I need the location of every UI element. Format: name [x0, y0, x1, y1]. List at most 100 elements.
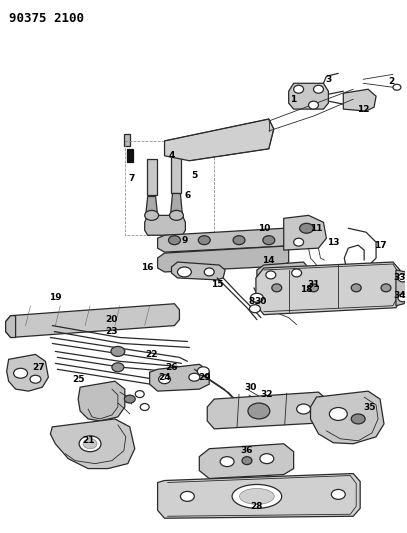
Text: 5: 5 — [191, 171, 197, 180]
Ellipse shape — [250, 293, 263, 302]
Text: 2: 2 — [388, 77, 394, 86]
Text: 25: 25 — [72, 375, 84, 384]
Text: 35: 35 — [364, 402, 376, 411]
Ellipse shape — [297, 404, 311, 414]
Text: 6: 6 — [184, 191, 190, 200]
Text: 19: 19 — [49, 293, 61, 302]
Ellipse shape — [144, 211, 159, 220]
Polygon shape — [207, 392, 326, 429]
Text: 34: 34 — [394, 292, 406, 300]
Polygon shape — [78, 381, 125, 421]
Text: 29: 29 — [198, 373, 210, 382]
Polygon shape — [147, 159, 157, 196]
Ellipse shape — [197, 367, 209, 376]
Text: 10: 10 — [258, 224, 270, 233]
Polygon shape — [158, 228, 289, 252]
Ellipse shape — [79, 436, 101, 451]
Text: 24: 24 — [158, 373, 171, 382]
Text: 13: 13 — [327, 238, 339, 247]
Text: 8: 8 — [249, 297, 255, 306]
Ellipse shape — [300, 223, 313, 233]
Ellipse shape — [159, 375, 171, 384]
Polygon shape — [6, 316, 15, 337]
Ellipse shape — [124, 395, 135, 403]
Polygon shape — [171, 151, 182, 192]
Text: 16: 16 — [141, 263, 154, 272]
Polygon shape — [144, 215, 186, 235]
Polygon shape — [311, 391, 384, 444]
Ellipse shape — [309, 101, 318, 109]
Ellipse shape — [198, 236, 210, 245]
Ellipse shape — [313, 85, 324, 93]
Text: 3: 3 — [325, 75, 332, 84]
Text: 15: 15 — [211, 280, 223, 289]
Ellipse shape — [204, 268, 214, 276]
Text: 7: 7 — [129, 174, 135, 183]
Polygon shape — [199, 444, 293, 479]
Ellipse shape — [266, 271, 276, 279]
Text: 31: 31 — [307, 280, 320, 289]
Text: 26: 26 — [165, 363, 178, 372]
Text: 1: 1 — [291, 95, 297, 104]
Text: 20: 20 — [106, 315, 118, 324]
Polygon shape — [146, 197, 158, 215]
Ellipse shape — [351, 284, 361, 292]
Ellipse shape — [13, 368, 28, 378]
Polygon shape — [284, 215, 326, 250]
Polygon shape — [6, 304, 179, 337]
Ellipse shape — [263, 236, 275, 245]
Ellipse shape — [393, 84, 401, 90]
Text: 21: 21 — [82, 437, 94, 445]
Ellipse shape — [233, 236, 245, 245]
Text: 4: 4 — [168, 151, 175, 160]
Ellipse shape — [232, 484, 282, 508]
Ellipse shape — [220, 457, 234, 466]
Ellipse shape — [135, 391, 144, 398]
Text: 33: 33 — [394, 273, 406, 282]
Polygon shape — [124, 134, 130, 146]
Text: 22: 22 — [145, 350, 158, 359]
Text: 12: 12 — [357, 104, 370, 114]
Ellipse shape — [293, 85, 304, 93]
Polygon shape — [7, 354, 48, 391]
Text: 18: 18 — [300, 285, 313, 294]
Text: 90375 2100: 90375 2100 — [9, 12, 84, 25]
Text: 30: 30 — [255, 297, 267, 306]
Ellipse shape — [309, 284, 318, 292]
Polygon shape — [150, 365, 209, 391]
Polygon shape — [158, 473, 360, 518]
Ellipse shape — [189, 373, 200, 381]
Polygon shape — [171, 193, 182, 215]
Ellipse shape — [272, 284, 282, 292]
Polygon shape — [289, 83, 328, 109]
Ellipse shape — [180, 491, 194, 502]
Text: 28: 28 — [251, 502, 263, 511]
Polygon shape — [158, 246, 289, 272]
Ellipse shape — [177, 267, 191, 277]
Polygon shape — [257, 262, 309, 287]
Text: 32: 32 — [260, 390, 273, 399]
Polygon shape — [164, 119, 274, 161]
Ellipse shape — [169, 211, 184, 220]
Ellipse shape — [140, 403, 149, 410]
Ellipse shape — [240, 488, 274, 504]
Text: 11: 11 — [310, 224, 323, 233]
Text: 14: 14 — [263, 255, 275, 264]
Ellipse shape — [293, 238, 304, 246]
Polygon shape — [171, 262, 225, 280]
Polygon shape — [264, 288, 304, 312]
Ellipse shape — [398, 294, 407, 302]
Ellipse shape — [30, 375, 41, 383]
Ellipse shape — [83, 439, 97, 449]
Ellipse shape — [111, 346, 125, 357]
Ellipse shape — [331, 489, 345, 499]
Ellipse shape — [168, 236, 180, 245]
Polygon shape — [256, 262, 402, 314]
Text: 23: 23 — [106, 327, 118, 336]
Text: 9: 9 — [181, 236, 188, 245]
Ellipse shape — [351, 414, 365, 424]
Polygon shape — [396, 270, 407, 306]
Ellipse shape — [242, 457, 252, 465]
Ellipse shape — [249, 305, 260, 313]
Ellipse shape — [329, 408, 347, 421]
